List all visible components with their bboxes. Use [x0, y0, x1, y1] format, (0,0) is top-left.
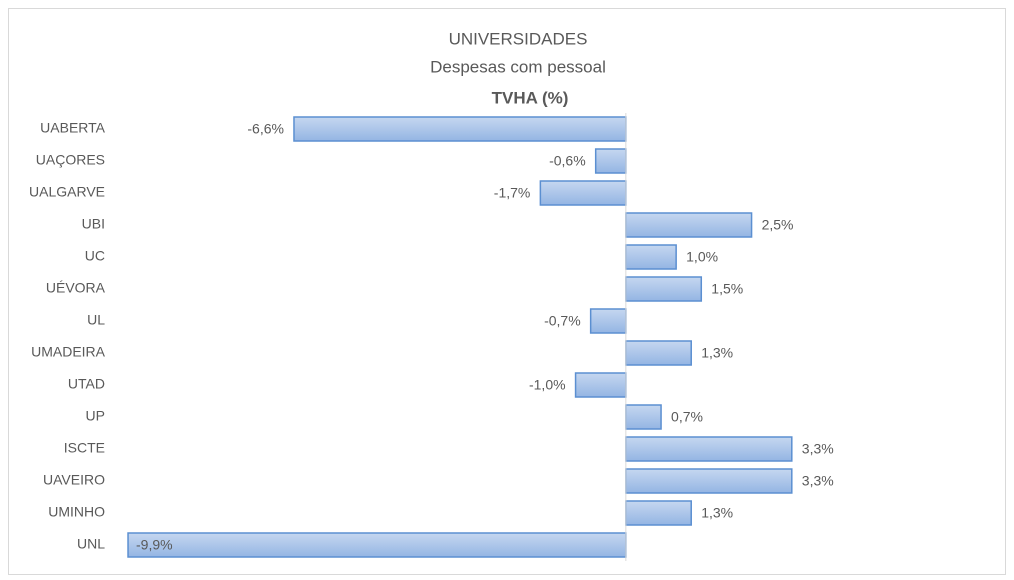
bar: [625, 500, 692, 526]
value-label: 3,3%: [802, 473, 834, 489]
bar: [625, 244, 677, 270]
value-label: -9,9%: [136, 537, 173, 553]
bar: [539, 180, 627, 206]
value-label: 1,3%: [701, 505, 733, 521]
y-tick-label: UP: [86, 408, 105, 424]
y-tick-label: UNL: [77, 536, 105, 552]
value-label: -6,6%: [247, 121, 284, 137]
chart-heading: TVHA (%): [492, 88, 569, 107]
y-tick-label: UÉVORA: [46, 280, 106, 296]
y-tick-label: UL: [87, 312, 105, 328]
bar: [594, 148, 627, 174]
bar: [625, 340, 692, 366]
bar: [293, 116, 627, 142]
value-label: 1,5%: [711, 281, 743, 297]
chart-title: UNIVERSIDADES: [449, 29, 588, 48]
value-label: -1,0%: [529, 377, 566, 393]
bar: [127, 532, 627, 558]
bar: [625, 436, 793, 462]
y-tick-label: UMADEIRA: [31, 344, 106, 360]
value-label: 1,0%: [686, 249, 718, 265]
bar: [625, 212, 753, 238]
y-tick-label: UMINHO: [48, 504, 105, 520]
value-label: 0,7%: [671, 409, 703, 425]
bar: [589, 308, 627, 334]
value-label: 3,3%: [802, 441, 834, 457]
bar: [625, 404, 662, 430]
y-tick-label: UAÇORES: [36, 152, 105, 168]
value-label: -0,6%: [549, 153, 586, 169]
y-tick-label: UALGARVE: [29, 184, 105, 200]
y-tick-label: UBI: [82, 216, 105, 232]
bar: [574, 372, 627, 398]
y-tick-label: UTAD: [68, 376, 105, 392]
y-tick-label: UC: [85, 248, 105, 264]
y-tick-label: ISCTE: [64, 440, 105, 456]
value-label: 2,5%: [762, 217, 794, 233]
bar: [625, 276, 703, 302]
chart-subtitle: Despesas com pessoal: [430, 57, 606, 76]
bar: [625, 468, 793, 494]
value-label: -1,7%: [494, 185, 531, 201]
y-tick-label: UAVEIRO: [43, 472, 105, 488]
y-tick-label: UABERTA: [40, 120, 105, 136]
value-label: 1,3%: [701, 345, 733, 361]
chart-frame: [8, 8, 1006, 575]
value-label: -0,7%: [544, 313, 581, 329]
